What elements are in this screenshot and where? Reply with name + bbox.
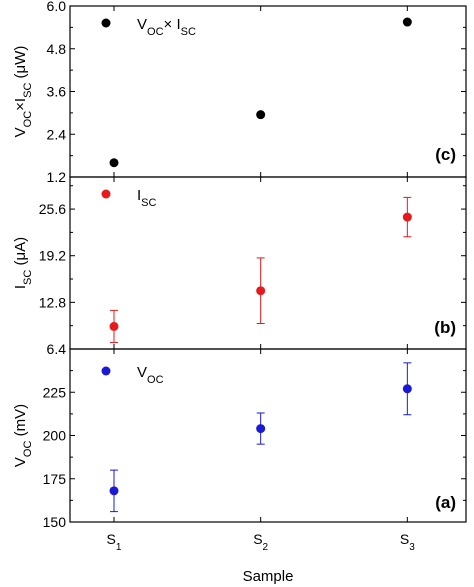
y-tick-label: 225 — [43, 384, 67, 400]
x-tick-label: S3 — [400, 531, 415, 553]
data-point — [402, 384, 412, 394]
y-axis-title: VOC (mV) — [12, 404, 34, 467]
y-tick-label: 200 — [43, 428, 67, 444]
x-tick-label: S2 — [253, 531, 268, 553]
y-tick-label: 150 — [43, 514, 67, 530]
y-tick-label: 4.8 — [47, 41, 67, 57]
y-tick-label: 12.8 — [39, 294, 66, 310]
data-point — [109, 321, 119, 331]
data-point — [256, 286, 266, 296]
data-point — [402, 212, 412, 222]
data-point — [256, 424, 266, 434]
panel-tag: (a) — [435, 493, 456, 512]
data-point — [109, 486, 119, 496]
x-axis-title: Sample — [243, 568, 294, 585]
y-tick-label: 6.0 — [47, 0, 67, 14]
y-tick-label: 19.2 — [39, 248, 66, 264]
y-tick-label: 6.4 — [47, 341, 67, 357]
panel-tag: (c) — [435, 145, 456, 164]
legend-label: VOC× ISC — [137, 16, 196, 38]
legend-marker — [101, 18, 111, 28]
legend-label: VOC — [137, 364, 164, 386]
y-tick-label: 175 — [43, 471, 67, 487]
data-point — [402, 17, 412, 27]
data-point — [256, 110, 266, 120]
legend-label: ISC — [137, 187, 157, 209]
y-tick-label: 2.4 — [47, 126, 67, 142]
y-tick-label: 25.6 — [39, 201, 66, 217]
y-tick-label: 1.2 — [47, 169, 67, 185]
panel-frame-1 — [69, 176, 467, 350]
y-tick-label: 3.6 — [47, 84, 67, 100]
x-tick-label: S1 — [107, 531, 122, 553]
legend-marker — [101, 366, 111, 376]
legend-marker — [101, 189, 111, 199]
y-axis-title: VOC×ISC (μW) — [12, 46, 34, 138]
data-point — [109, 158, 119, 168]
panel-frame-2 — [69, 348, 467, 523]
y-axis-title: ISC (μA) — [12, 237, 34, 289]
panel-tag: (b) — [434, 318, 456, 337]
panel-frame-0 — [69, 5, 467, 178]
